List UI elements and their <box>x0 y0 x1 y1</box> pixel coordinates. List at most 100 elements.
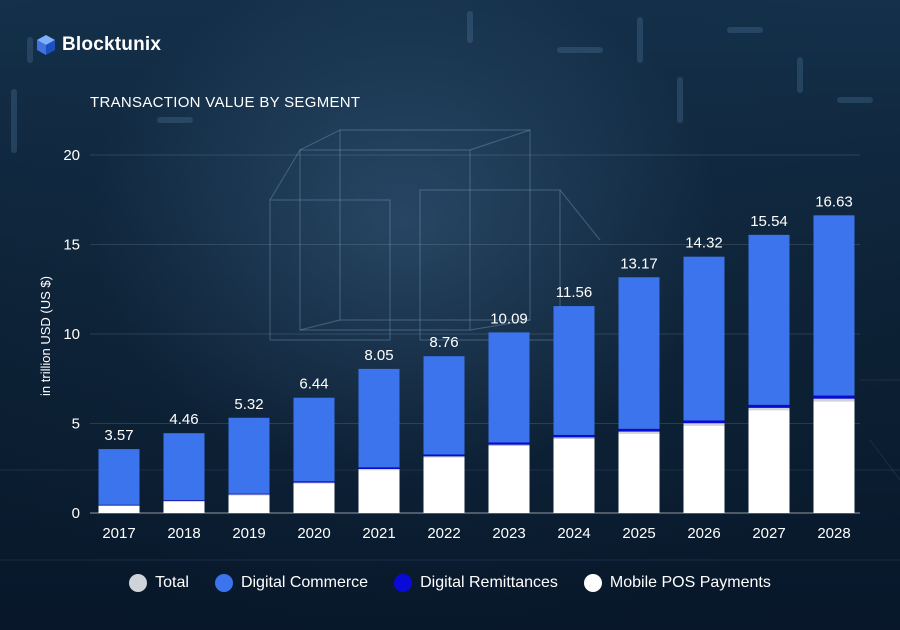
legend-swatch <box>129 574 148 592</box>
bar-segment-total-2019 <box>228 494 270 496</box>
bar-segment-digital-remittances-2021 <box>358 467 400 469</box>
bar-segment-digital-remittances-2026 <box>683 420 725 424</box>
chart-title: TRANSACTION VALUE BY SEGMENT <box>90 94 361 111</box>
legend-item: Total <box>129 574 189 592</box>
legend-item: Digital Commerce <box>214 574 369 592</box>
bar-segment-total-2017 <box>98 505 140 506</box>
bar-segment-mobile-pos-payments-2022 <box>423 457 465 513</box>
y-tick-label: 5 <box>72 416 80 433</box>
legend-item: Digital Remittances <box>394 574 558 592</box>
total-label: 8.05 <box>364 347 393 364</box>
total-label: 10.09 <box>490 310 528 327</box>
x-tick-label: 2020 <box>297 525 330 542</box>
bar-segment-digital-commerce-2022 <box>423 356 465 455</box>
legend-swatch <box>583 574 602 592</box>
bar-segment-mobile-pos-payments-2027 <box>748 410 790 513</box>
x-tick-label: 2028 <box>817 525 850 542</box>
bar-segment-total-2021 <box>358 468 400 471</box>
legend-label: Digital Commerce <box>240 574 369 591</box>
bar-segment-digital-remittances-2028 <box>813 395 855 399</box>
bar-segment-digital-commerce-2024 <box>553 306 595 435</box>
legend-label: Digital Remittances <box>420 574 558 591</box>
total-label: 8.76 <box>429 334 458 351</box>
bar-segment-total-2025 <box>618 431 660 434</box>
bar-segment-digital-remittances-2023 <box>488 442 530 445</box>
y-tick-label: 15 <box>63 237 80 254</box>
bar-segment-total-2026 <box>683 423 725 426</box>
legend-swatch <box>394 574 413 592</box>
bar-segment-total-2027 <box>748 407 790 411</box>
bar-segment-total-2023 <box>488 444 530 446</box>
bar-segment-mobile-pos-payments-2028 <box>813 401 855 513</box>
x-tick-label: 2026 <box>687 525 720 542</box>
legend-swatch <box>214 574 233 592</box>
brand-name: Blocktunix <box>62 34 162 55</box>
bar-segment-digital-remittances-2019 <box>228 493 270 495</box>
x-tick-label: 2022 <box>427 525 460 542</box>
bar-segment-total-2020 <box>293 482 335 484</box>
total-labels: 3.57 4.46 5.32 6.44 8.05 8.76 10.09 11.56 13.17 1… <box>104 193 852 444</box>
legend: Total Digital Commerce Digital Remittances… <box>0 574 900 592</box>
total-label: 15.54 <box>750 213 788 230</box>
bar-segment-digital-commerce-2028 <box>813 215 855 396</box>
bar-segment-digital-commerce-2017 <box>98 449 140 505</box>
bar-segment-digital-remittances-2020 <box>293 481 335 483</box>
y-tick-label: 20 <box>63 147 80 164</box>
bar-segment-mobile-pos-payments-2025 <box>618 433 660 513</box>
bar-segment-digital-remittances-2017 <box>98 504 140 506</box>
bar-segment-digital-commerce-2023 <box>488 332 530 443</box>
legend-label: Total <box>155 574 189 591</box>
bar-segment-digital-commerce-2027 <box>748 234 790 405</box>
cube-icon <box>37 35 55 55</box>
bar-segment-total-2028 <box>813 398 855 402</box>
x-tick-label: 2019 <box>232 525 265 542</box>
bar-segment-digital-commerce-2019 <box>228 417 270 494</box>
bar-segment-digital-commerce-2018 <box>163 433 205 501</box>
bar-segment-mobile-pos-payments-2023 <box>488 445 530 513</box>
bar-segment-total-2024 <box>553 437 595 439</box>
bar-segment-digital-remittances-2025 <box>618 428 660 432</box>
bar-segment-mobile-pos-payments-2019 <box>228 495 270 513</box>
bar-segment-mobile-pos-payments-2018 <box>163 501 205 513</box>
total-label: 13.17 <box>620 255 658 272</box>
y-tick-label: 0 <box>72 505 80 522</box>
bar-segment-digital-remittances-2024 <box>553 434 595 438</box>
x-axis-ticks: 2017 2018 2019 2020 2021 2022 2023 2024 2025 2026… <box>102 525 850 542</box>
total-label: 5.32 <box>234 396 263 413</box>
bar-segment-digital-commerce-2025 <box>618 277 660 429</box>
bar-segment-digital-remittances-2018 <box>163 500 205 501</box>
grid-lines <box>90 154 860 514</box>
bar-segment-mobile-pos-payments-2024 <box>553 438 595 513</box>
total-label: 16.63 <box>815 193 853 210</box>
x-tick-label: 2023 <box>492 525 525 542</box>
bar-segment-digital-commerce-2021 <box>358 368 400 468</box>
x-tick-label: 2025 <box>622 525 655 542</box>
total-label: 6.44 <box>299 376 328 393</box>
bar-segment-digital-commerce-2020 <box>293 397 335 482</box>
total-label: 3.57 <box>104 427 133 444</box>
bar-segment-mobile-pos-payments-2020 <box>293 483 335 513</box>
y-axis-ticks: 0 5 10 15 20 <box>63 147 80 522</box>
brand-logo: Blocktunix <box>36 34 161 56</box>
bar-segment-digital-remittances-2022 <box>423 454 465 457</box>
y-tick-label: 10 <box>63 326 80 343</box>
legend-item: Mobile POS Payments <box>583 574 771 592</box>
bar-segment-total-2018 <box>163 500 205 502</box>
total-label: 4.46 <box>169 411 198 428</box>
x-tick-label: 2024 <box>557 525 590 542</box>
bars <box>98 215 855 513</box>
bar-segment-digital-commerce-2026 <box>683 256 725 421</box>
x-tick-label: 2017 <box>102 525 135 542</box>
total-label: 14.32 <box>685 235 723 252</box>
legend-label: Mobile POS Payments <box>609 574 771 591</box>
x-tick-label: 2027 <box>752 525 785 542</box>
bar-segment-mobile-pos-payments-2017 <box>98 505 140 513</box>
bar-segment-mobile-pos-payments-2021 <box>358 470 400 513</box>
bar-segment-total-2022 <box>423 456 465 458</box>
bar-segment-digital-remittances-2027 <box>748 404 790 408</box>
total-label: 11.56 <box>556 284 592 301</box>
x-tick-label: 2021 <box>362 525 395 542</box>
x-tick-label: 2018 <box>167 525 200 542</box>
